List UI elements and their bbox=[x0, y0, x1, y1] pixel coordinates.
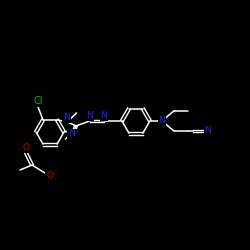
Text: N⁺: N⁺ bbox=[68, 130, 79, 138]
Text: O: O bbox=[22, 144, 30, 152]
Text: N: N bbox=[204, 126, 211, 136]
Text: N: N bbox=[63, 114, 70, 122]
Text: N: N bbox=[158, 116, 165, 126]
Text: N: N bbox=[100, 112, 107, 120]
Text: N: N bbox=[86, 112, 93, 120]
Text: O⁻: O⁻ bbox=[46, 170, 58, 179]
Text: Cl: Cl bbox=[33, 96, 43, 106]
